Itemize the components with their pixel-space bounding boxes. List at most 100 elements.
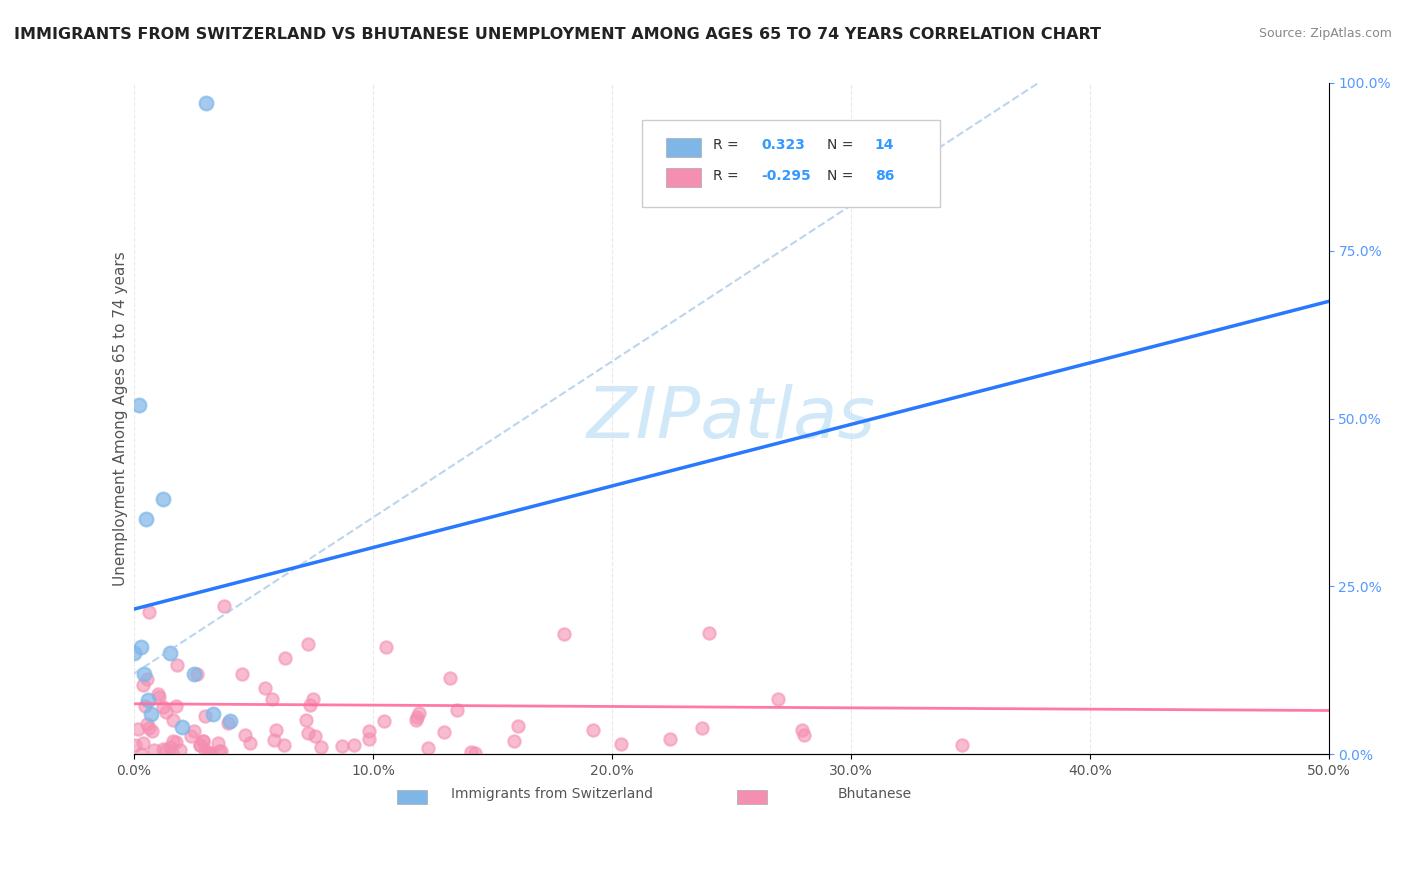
Point (148, 690, 170, 704)
Point (194, 709, 217, 723)
Point (793, 728, 815, 742)
Point (132, 666, 155, 681)
Point (207, 736, 229, 750)
Point (659, 731, 682, 746)
FancyBboxPatch shape (665, 138, 702, 157)
Point (138, 605, 160, 619)
Text: IMMIGRANTS FROM SWITZERLAND VS BHUTANESE UNEMPLOYMENT AMONG AGES 65 TO 74 YEARS : IMMIGRANTS FROM SWITZERLAND VS BHUTANESE… (14, 27, 1101, 42)
Point (128, 398, 150, 412)
Point (162, 746, 184, 760)
Point (297, 637, 319, 651)
Point (433, 724, 456, 739)
Point (264, 723, 287, 738)
Point (699, 626, 721, 640)
Point (162, 734, 184, 748)
Point (439, 671, 461, 685)
Point (180, 729, 202, 743)
Point (768, 691, 790, 706)
Point (790, 723, 813, 737)
Point (952, 738, 974, 752)
Point (357, 731, 380, 746)
Point (446, 703, 468, 717)
Point (155, 705, 177, 719)
Point (188, 739, 211, 753)
Point (136, 693, 159, 707)
Point (194, 96, 217, 111)
Point (132, 678, 155, 692)
Point (330, 739, 353, 753)
Text: N =: N = (827, 169, 853, 183)
Text: 0.323: 0.323 (761, 138, 806, 153)
Point (233, 728, 256, 742)
FancyBboxPatch shape (396, 789, 426, 805)
Point (217, 715, 239, 730)
Point (304, 730, 326, 744)
Point (405, 714, 427, 728)
Point (231, 667, 253, 681)
Text: N =: N = (827, 138, 853, 153)
Point (294, 714, 316, 728)
Point (183, 666, 205, 681)
Point (297, 725, 319, 739)
Point (142, 743, 165, 757)
Point (208, 744, 231, 758)
Point (200, 746, 222, 760)
Point (159, 740, 181, 755)
Text: R =: R = (713, 169, 740, 183)
Point (405, 709, 427, 723)
Point (135, 717, 157, 731)
Point (122, 647, 145, 661)
Point (188, 738, 211, 752)
Point (152, 742, 174, 756)
Point (146, 687, 169, 701)
Point (186, 667, 208, 681)
Point (198, 746, 221, 760)
Point (198, 747, 221, 761)
Point (263, 733, 285, 747)
Text: R =: R = (713, 138, 740, 153)
Text: Source: ZipAtlas.com: Source: ZipAtlas.com (1258, 27, 1392, 40)
Point (309, 740, 332, 755)
Point (129, 640, 152, 654)
Point (201, 706, 224, 721)
Point (239, 736, 262, 750)
Point (610, 738, 633, 752)
FancyBboxPatch shape (737, 789, 768, 805)
Point (359, 724, 381, 739)
Text: 14: 14 (875, 138, 894, 153)
Point (582, 723, 605, 738)
Point (169, 743, 191, 757)
FancyBboxPatch shape (665, 169, 702, 187)
Text: Bhutanese: Bhutanese (838, 788, 911, 801)
Point (152, 492, 174, 507)
Point (416, 741, 439, 756)
Point (374, 640, 396, 654)
Point (343, 739, 366, 753)
Point (127, 723, 149, 737)
Point (152, 699, 174, 714)
Point (134, 699, 156, 714)
Text: 86: 86 (875, 169, 894, 183)
Point (503, 734, 526, 748)
Point (166, 658, 188, 673)
Point (273, 738, 295, 752)
Point (212, 599, 235, 614)
Point (135, 673, 157, 687)
Point (298, 698, 321, 712)
Point (253, 681, 276, 695)
Point (138, 722, 160, 736)
Point (194, 743, 217, 757)
Text: -0.295: -0.295 (761, 169, 811, 183)
Point (135, 512, 157, 526)
Point (165, 698, 187, 713)
Point (218, 714, 240, 728)
Point (209, 744, 232, 758)
Point (162, 713, 184, 727)
Point (301, 692, 323, 706)
Point (460, 745, 482, 759)
Point (132, 736, 155, 750)
Point (155, 743, 177, 757)
Point (193, 734, 215, 748)
Point (373, 714, 395, 728)
Point (274, 651, 297, 665)
